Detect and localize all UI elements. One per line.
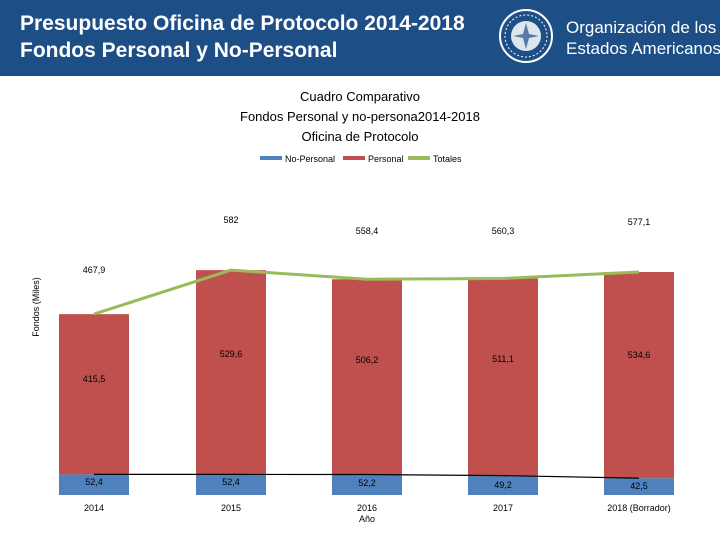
label-totales-2014: 467,9 bbox=[83, 265, 106, 275]
chart-title-line-1: Cuadro Comparativo bbox=[300, 89, 420, 104]
label-totales-2017: 560,3 bbox=[492, 226, 515, 236]
bar-no-personal-2014 bbox=[59, 474, 129, 495]
chart-axis: 2014 2015 2016 2017 2018 (Borrador) Año Fondos… bbox=[31, 277, 671, 524]
x-tick-label-2018 (Borrador): 2018 (Borrador) bbox=[607, 503, 671, 513]
bar-no-personal-2016 bbox=[332, 474, 402, 495]
label-personal-2015: 529,6 bbox=[220, 349, 243, 359]
bar-personal-2015 bbox=[196, 270, 266, 475]
legend-label-totales: Totales bbox=[433, 154, 462, 164]
org-name: Organización de los Estados Americanos bbox=[566, 17, 720, 59]
legend-label-personal: Personal bbox=[368, 154, 404, 164]
label-no-personal-2016: 52,2 bbox=[358, 478, 376, 488]
bar-no-personal-2015 bbox=[196, 474, 266, 495]
x-tick-label-2016: 2016 bbox=[357, 503, 377, 513]
bar-personal-2016 bbox=[332, 279, 402, 475]
label-totales-2018 (Borrador): 577,1 bbox=[628, 217, 651, 227]
chart-lines bbox=[93, 268, 640, 479]
budget-chart: Cuadro Comparativo Fondos Personal y no-p… bbox=[31, 89, 674, 524]
label-personal-2016: 506,2 bbox=[356, 355, 379, 365]
chart-bars bbox=[59, 270, 674, 495]
label-totales-2015: 582 bbox=[223, 215, 238, 225]
label-no-personal-2018 (Borrador): 42,5 bbox=[630, 481, 648, 491]
chart-title-line-3: Oficina de Protocolo bbox=[301, 129, 418, 144]
page-title-line-2: Fondos Personal y No-Personal bbox=[20, 39, 338, 62]
bar-no-personal-2017 bbox=[468, 475, 538, 495]
label-personal-2018 (Borrador): 534,6 bbox=[628, 350, 651, 360]
x-tick-label-2015: 2015 bbox=[221, 503, 241, 513]
label-no-personal-2015: 52,4 bbox=[222, 477, 240, 487]
chart-data-labels: 52,4 52,4 52,2 49,2 42,5 415,5 529,6 506,2 511,1… bbox=[83, 215, 651, 491]
bar-personal-2017 bbox=[468, 278, 538, 476]
chart-title-line-2: Fondos Personal y no-persona2014-2018 bbox=[240, 109, 480, 124]
legend-swatch-totales bbox=[408, 156, 430, 160]
legend-label-no-personal: No-Personal bbox=[285, 154, 335, 164]
totales-series-line bbox=[93, 268, 640, 316]
label-no-personal-2017: 49,2 bbox=[494, 480, 512, 490]
x-tick-label-2014: 2014 bbox=[84, 503, 104, 513]
legend-swatch-personal bbox=[343, 156, 365, 160]
bar-personal-2018 (Borrador) bbox=[604, 272, 674, 479]
org-name-line-2: Estados Americanos bbox=[566, 39, 720, 58]
x-axis-title: Año bbox=[359, 514, 375, 524]
bar-personal-2014 bbox=[59, 314, 129, 475]
header-banner: Presupuesto Oficina de Protocolo 2014-20… bbox=[0, 0, 720, 76]
page-title: Presupuesto Oficina de Protocolo 2014-20… bbox=[20, 10, 465, 64]
y-axis-title: Fondos (Miles) bbox=[31, 277, 41, 337]
label-no-personal-2014: 52,4 bbox=[85, 477, 103, 487]
label-personal-2014: 415,5 bbox=[83, 374, 106, 384]
no-personal-connector-line bbox=[94, 473, 640, 479]
org-name-line-1: Organización de los bbox=[566, 18, 717, 37]
chart-title: Cuadro Comparativo Fondos Personal y no-p… bbox=[240, 89, 480, 144]
page-title-line-1: Presupuesto Oficina de Protocolo 2014-20… bbox=[20, 12, 465, 35]
label-personal-2017: 511,1 bbox=[492, 354, 514, 364]
chart-legend: No-Personal Personal Totales bbox=[260, 154, 462, 164]
bar-no-personal-2018 (Borrador) bbox=[604, 478, 674, 495]
x-tick-label-2017: 2017 bbox=[493, 503, 513, 513]
legend-swatch-no-personal bbox=[260, 156, 282, 160]
label-totales-2016: 558,4 bbox=[356, 226, 379, 236]
oas-seal-icon bbox=[499, 9, 553, 63]
